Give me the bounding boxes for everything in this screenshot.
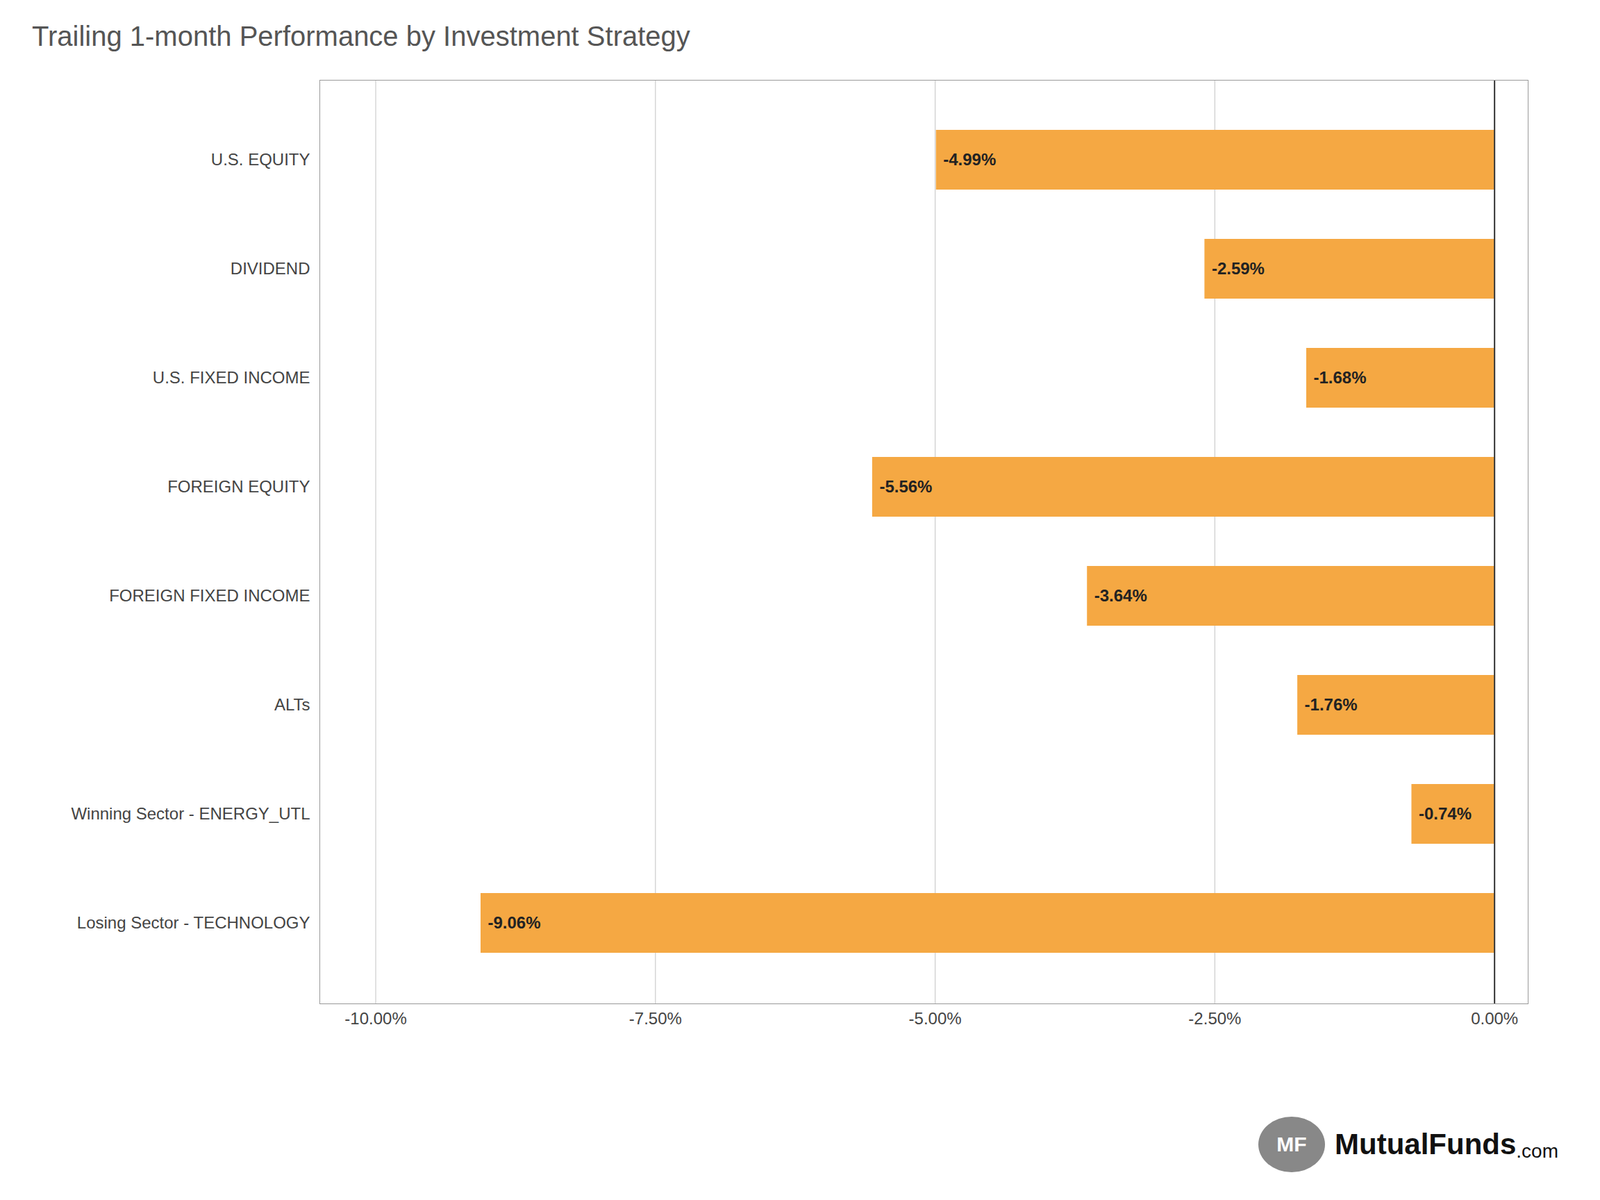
svg-text:U.S. EQUITY: U.S. EQUITY: [211, 150, 311, 169]
svg-text:ALTs: ALTs: [274, 695, 311, 714]
html-text:MutualFunds.com: MutualFunds.com: [1334, 1127, 1559, 1162]
svg-text:-5.00%: -5.00%: [909, 1009, 962, 1028]
svg-text:-2.50%: -2.50%: [1188, 1009, 1241, 1028]
svg-text:-3.64%: -3.64%: [1094, 586, 1148, 605]
svg-text:Losing Sector - TECHNOLOGY: Losing Sector - TECHNOLOGY: [77, 913, 311, 932]
svg-text:-7.50%: -7.50%: [629, 1009, 682, 1028]
svg-text:-2.59%: -2.59%: [1211, 259, 1265, 278]
svg-text:U.S. FIXED INCOME: U.S. FIXED INCOME: [152, 368, 311, 387]
svg-text:-9.06%: -9.06%: [488, 913, 541, 932]
svg-text:0.00%: 0.00%: [1470, 1009, 1519, 1028]
svg-text:-0.74%: -0.74%: [1418, 804, 1472, 823]
svg-text:FOREIGN FIXED INCOME: FOREIGN FIXED INCOME: [109, 586, 310, 605]
svg-text:FOREIGN EQUITY: FOREIGN EQUITY: [167, 477, 310, 496]
svg-text:-5.56%: -5.56%: [879, 477, 932, 496]
html-text:Trailing 1-month Performance b: Trailing 1-month Performance by Investme…: [31, 20, 691, 52]
svg-text:-10.00%: -10.00%: [344, 1009, 407, 1028]
svg-text:Winning Sector - ENERGY_UTL: Winning Sector - ENERGY_UTL: [70, 804, 310, 823]
svg-text:DIVIDEND: DIVIDEND: [230, 259, 311, 278]
html-text:MF: MF: [1276, 1132, 1307, 1156]
svg-text:-4.99%: -4.99%: [943, 150, 996, 169]
svg-text:-1.68%: -1.68%: [1313, 368, 1367, 387]
svg-text:-1.76%: -1.76%: [1304, 695, 1358, 714]
